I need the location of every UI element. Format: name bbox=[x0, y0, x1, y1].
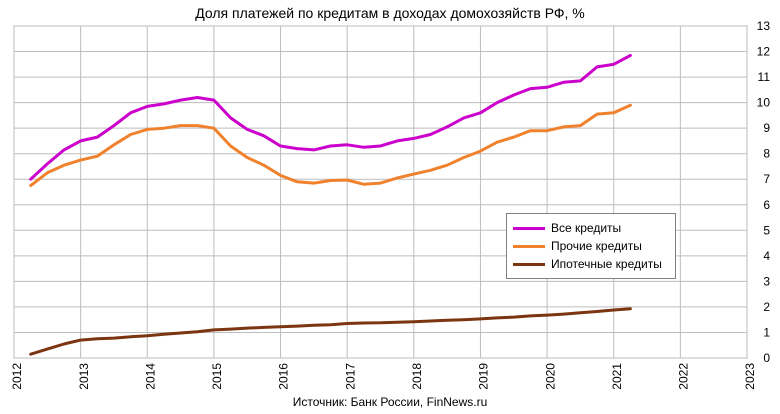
series-line-0 bbox=[29, 53, 632, 181]
chart-legend: Все кредиты Прочие кредиты Ипотечные кре… bbox=[506, 213, 676, 279]
series-line-1 bbox=[29, 103, 632, 188]
y-tick-label: 12 bbox=[757, 45, 771, 59]
y-tick-label: 5 bbox=[763, 223, 770, 237]
y-tick-label: 1 bbox=[763, 325, 770, 339]
legend-swatch-mortgage-credits bbox=[513, 262, 545, 266]
y-tick-label: 13 bbox=[757, 19, 771, 33]
y-tick-label: 6 bbox=[763, 198, 770, 212]
y-tick-label: 11 bbox=[758, 70, 771, 84]
legend-swatch-other-credits bbox=[513, 244, 545, 248]
chart-title: Доля платежей по кредитам в доходах домо… bbox=[195, 5, 585, 21]
series-lines bbox=[29, 53, 632, 356]
y-tick-label: 8 bbox=[763, 147, 770, 161]
y-tick-label: 4 bbox=[763, 249, 770, 263]
x-tick-label: 2013 bbox=[77, 363, 91, 390]
x-tick-label: 2017 bbox=[343, 363, 357, 390]
y-tick-label: 10 bbox=[757, 96, 771, 110]
x-axis: 2012 2013 2014 2015 2016 2017 2018 2019 2020 2021… bbox=[10, 363, 757, 390]
legend-item-all-credits: Все кредиты bbox=[513, 220, 621, 236]
x-tick-label: 2016 bbox=[277, 363, 291, 390]
plot-area bbox=[13, 25, 748, 359]
x-tick-label: 2023 bbox=[743, 363, 757, 390]
y-tick-label: 2 bbox=[763, 300, 770, 314]
grid-lines bbox=[13, 25, 748, 359]
x-tick-label: 2018 bbox=[410, 363, 424, 390]
legend-item-mortgage-credits: Ипотечные кредиты bbox=[513, 256, 662, 272]
x-tick-label: 2021 bbox=[610, 363, 624, 390]
legend-swatch-all-credits bbox=[513, 226, 545, 230]
y-tick-label: 7 bbox=[763, 172, 770, 186]
legend-label-all-credits: Все кредиты bbox=[551, 221, 622, 235]
chart-source: Источник: Банк России, FinNews.ru bbox=[292, 395, 488, 409]
legend-label-mortgage-credits: Ипотечные кредиты bbox=[551, 257, 662, 271]
x-tick-label: 2022 bbox=[677, 363, 691, 390]
x-tick-label: 2012 bbox=[10, 363, 24, 390]
legend-label-other-credits: Прочие кредиты bbox=[551, 239, 642, 253]
y-tick-label: 0 bbox=[763, 351, 770, 365]
x-tick-label: 2014 bbox=[143, 363, 157, 390]
x-tick-label: 2019 bbox=[477, 363, 491, 390]
y-tick-label: 9 bbox=[763, 121, 770, 135]
y-tick-label: 3 bbox=[763, 274, 770, 288]
x-tick-label: 2020 bbox=[543, 363, 557, 390]
x-tick-label: 2015 bbox=[210, 363, 224, 390]
legend-item-other-credits: Прочие кредиты bbox=[513, 238, 642, 254]
series-line-2 bbox=[29, 307, 632, 356]
